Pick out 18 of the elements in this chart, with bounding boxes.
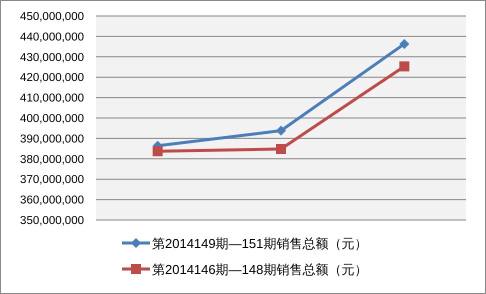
legend-label: 第2014149期—151期销售总额（元） [152,236,368,251]
y-tick-label: 350,000,000 [20,215,84,227]
y-tick-label: 410,000,000 [20,92,84,105]
y-tick-label: 420,000,000 [20,72,84,84]
point [399,61,410,72]
y-tick-label: 440,000,000 [20,31,84,44]
point [276,126,286,136]
y-tick-label: 430,000,000 [20,52,84,64]
y-tick-label: 360,000,000 [20,194,84,207]
legend-label: 第2014146期—148期销售总额（元） [152,262,368,277]
point [276,144,286,154]
y-tick-label: 390,000,000 [20,133,84,146]
y-tick-label: 380,000,000 [20,154,84,166]
y-tick-label: 400,000,000 [20,113,84,125]
point [399,38,410,49]
point [152,146,163,156]
y-tick-label: 370,000,000 [20,174,84,186]
y-tick-label: 450,000,000 [20,11,84,23]
